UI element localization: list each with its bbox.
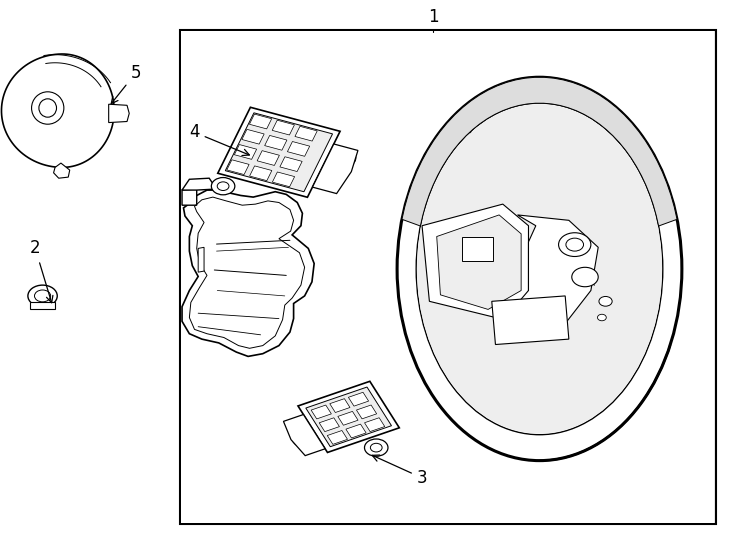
Polygon shape [298,381,399,453]
Polygon shape [30,302,55,309]
Ellipse shape [371,443,382,452]
Polygon shape [250,114,272,129]
Polygon shape [218,107,340,197]
Polygon shape [1,54,115,167]
Bar [180,30,716,524]
Text: 2: 2 [30,239,53,303]
Polygon shape [257,151,280,165]
Ellipse shape [599,296,612,306]
Polygon shape [265,136,287,150]
Polygon shape [319,418,339,431]
Polygon shape [182,178,217,190]
Polygon shape [272,172,294,187]
Polygon shape [54,163,70,178]
Polygon shape [225,113,333,192]
Polygon shape [510,215,598,334]
Bar [181,31,714,523]
Polygon shape [422,204,528,318]
Polygon shape [198,247,204,272]
Ellipse shape [330,148,356,167]
Ellipse shape [416,103,663,435]
Ellipse shape [39,99,57,117]
Ellipse shape [336,153,349,163]
Ellipse shape [397,77,682,461]
Polygon shape [182,190,314,356]
Polygon shape [402,77,677,226]
Ellipse shape [597,314,606,321]
Polygon shape [306,387,391,447]
Text: 3: 3 [372,455,427,487]
Polygon shape [242,130,264,144]
Polygon shape [437,215,521,309]
Polygon shape [462,237,493,261]
Polygon shape [272,120,294,135]
Polygon shape [492,296,569,345]
Polygon shape [250,166,272,181]
Polygon shape [227,160,249,174]
Polygon shape [346,424,366,438]
Polygon shape [295,126,317,141]
Polygon shape [311,405,331,419]
Polygon shape [327,430,347,444]
Ellipse shape [298,434,310,442]
Polygon shape [338,411,358,425]
Polygon shape [234,145,257,159]
Polygon shape [280,157,302,172]
Ellipse shape [211,178,235,195]
Ellipse shape [559,233,591,256]
Text: 4: 4 [189,123,250,156]
Ellipse shape [34,290,51,302]
Polygon shape [109,104,129,123]
Ellipse shape [217,182,229,191]
Ellipse shape [28,285,57,307]
Polygon shape [357,405,377,419]
Polygon shape [349,392,368,406]
Polygon shape [313,144,358,193]
Text: 1: 1 [428,8,438,26]
Text: 5: 5 [112,64,141,104]
Ellipse shape [417,104,662,434]
Ellipse shape [572,267,598,287]
Polygon shape [283,415,325,456]
Polygon shape [182,189,197,205]
Ellipse shape [292,429,316,447]
Polygon shape [330,399,350,413]
Polygon shape [288,141,310,156]
Ellipse shape [365,439,388,456]
Ellipse shape [32,92,64,124]
Ellipse shape [566,238,584,251]
Polygon shape [365,418,385,431]
